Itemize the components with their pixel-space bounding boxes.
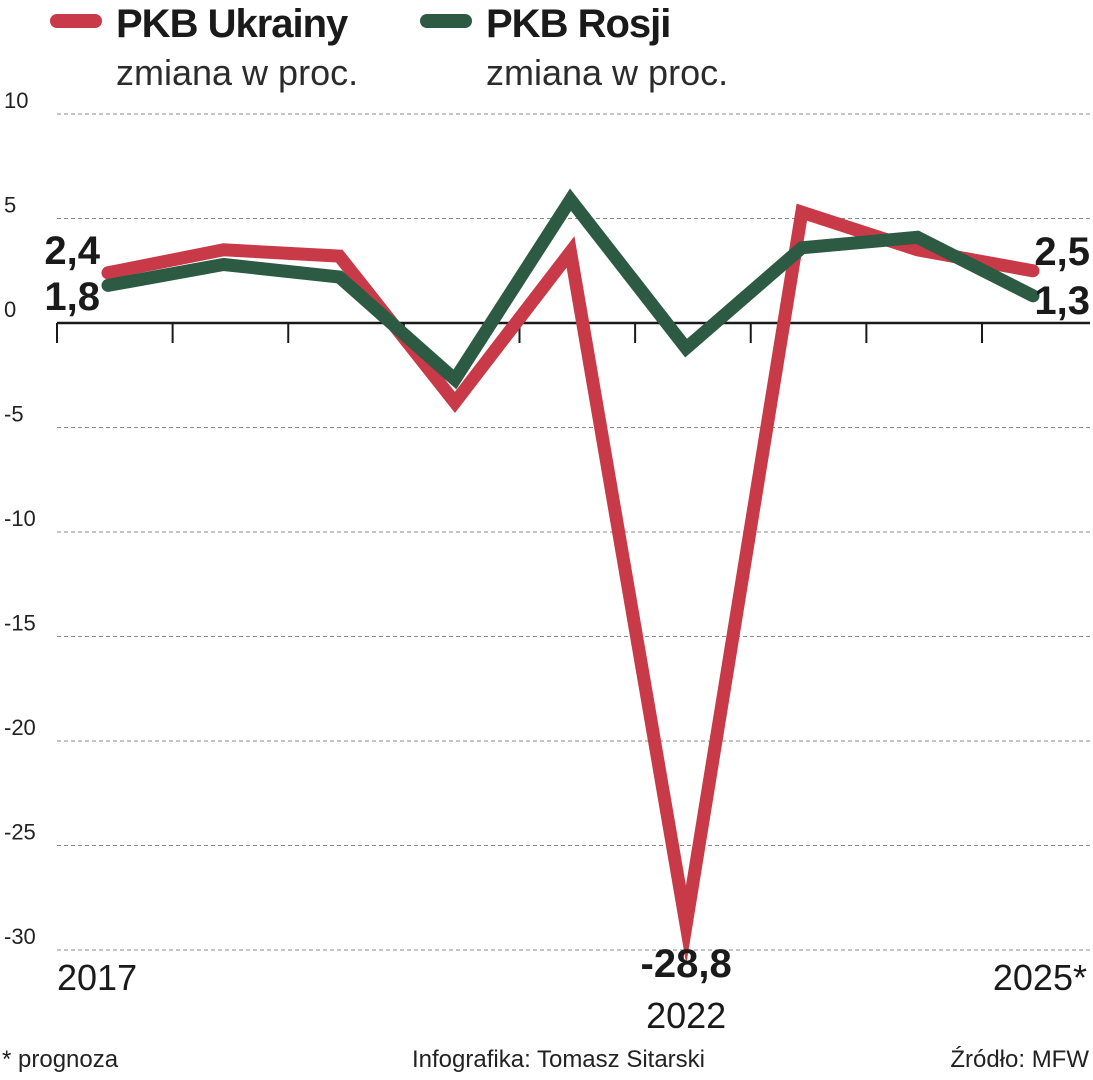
legend-russia-subtitle: zmiana w proc. [486, 52, 729, 93]
gdp-line-chart: 10 5 0 -5 -10 -15 -20 -25 -30 2,41,8 2,5 1,3 -28,8 20… [4, 88, 1090, 1036]
legend-ukraine-swatch [50, 14, 102, 28]
x-tick-label: 2022 [646, 995, 726, 1036]
series-line-ukraine [101, 203, 1040, 965]
x-tick-label: 2025* [993, 957, 1087, 998]
legend-ukraine-subtitle: zmiana w proc. [116, 52, 359, 93]
y-tick-label: -20 [4, 715, 36, 740]
y-tick-label: 5 [4, 193, 16, 218]
footnote: * prognoza [2, 1046, 119, 1073]
credit: Infografika: Tomasz Sitarski [412, 1046, 706, 1073]
data-label: -28,8 [641, 942, 732, 986]
data-label: 1,8 [44, 275, 100, 319]
data-label: 2,5 [1034, 230, 1090, 274]
legend-ukraine-title: PKB Ukrainy [116, 2, 348, 46]
y-tick-label: -30 [4, 924, 36, 949]
y-tick-label: 10 [4, 88, 28, 113]
legend-russia-title: PKB Rosji [486, 2, 671, 46]
y-tick-label: -10 [4, 506, 36, 531]
y-tick-label: 0 [4, 297, 16, 322]
y-tick-label: -5 [4, 402, 24, 427]
legend-russia: PKB Rosji zmiana w proc. [420, 0, 800, 100]
series-line-russia [101, 188, 1040, 390]
data-label: 1,3 [1034, 279, 1090, 323]
legend-russia-swatch [420, 14, 472, 28]
x-tick-label: 2017 [57, 957, 137, 998]
y-tick-label: -15 [4, 611, 36, 636]
legend-ukraine: PKB Ukrainy zmiana w proc. [50, 0, 410, 100]
source: Źródło: MFW [950, 1046, 1089, 1073]
y-tick-label: -25 [4, 820, 36, 845]
data-label: 2,4 [44, 229, 100, 273]
